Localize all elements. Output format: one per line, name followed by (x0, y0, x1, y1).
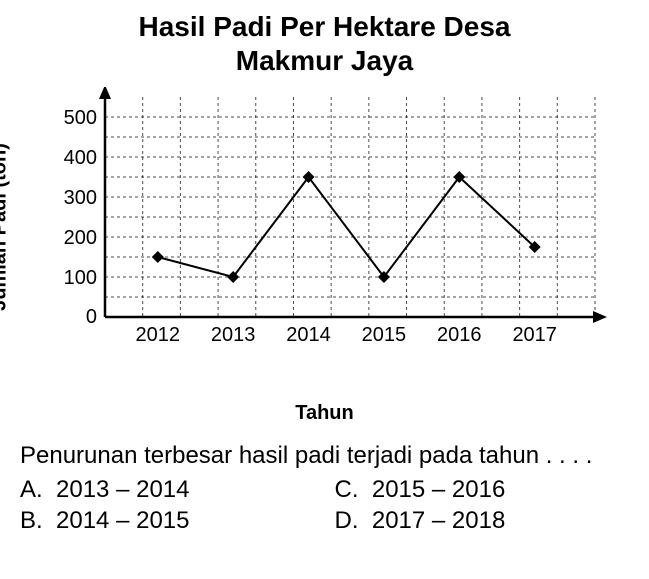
y-axis-label: Jumlah Padi (ton) (0, 143, 11, 311)
chart-container: Jumlah Padi (ton) 0100200300400500201220… (25, 87, 625, 367)
svg-text:2017: 2017 (512, 324, 557, 346)
svg-text:2013: 2013 (210, 324, 255, 346)
option-d: D. 2017 – 2018 (335, 507, 630, 535)
chart-title-line2: Makmur Jaya (20, 44, 629, 78)
svg-text:2015: 2015 (361, 324, 406, 346)
svg-text:2014: 2014 (286, 324, 331, 346)
chart-title: Hasil Padi Per Hektare Desa Makmur Jaya (20, 10, 629, 77)
svg-text:2016: 2016 (437, 324, 482, 346)
svg-text:300: 300 (63, 187, 96, 209)
svg-text:500: 500 (63, 107, 96, 129)
line-chart: 0 100 200 300 400 500 2012 2013 2014 2015 2016 2017 (25, 87, 625, 347)
option-c: C. 2015 – 2016 (335, 476, 630, 504)
question-text: Penurunan terbesar hasil padi terjadi pa… (20, 440, 629, 471)
answer-options: A. 2013 – 2014 C. 2015 – 2016 B. 2014 – … (20, 476, 629, 535)
svg-text:2012: 2012 (135, 324, 180, 346)
option-b: B. 2014 – 2015 (20, 507, 315, 535)
svg-text:100: 100 (63, 267, 96, 289)
option-a: A. 2013 – 2014 (20, 476, 315, 504)
svg-text:200: 200 (63, 227, 96, 249)
svg-text:0: 0 (85, 306, 96, 328)
x-axis-label: Tahun (20, 402, 629, 425)
chart-title-line1: Hasil Padi Per Hektare Desa (20, 10, 629, 44)
svg-text:400: 400 (63, 147, 96, 169)
